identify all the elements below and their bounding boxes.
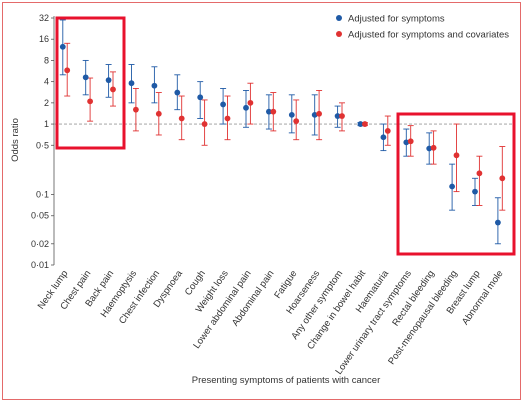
data-point (174, 89, 181, 96)
data-point (82, 74, 89, 81)
y-tick-label: 0·1 (36, 190, 49, 200)
data-point (430, 144, 437, 151)
data-point (128, 80, 135, 87)
data-point (426, 145, 433, 152)
data-point (453, 152, 460, 159)
highlight-boxes (55, 16, 516, 256)
y-tick-label: 8 (44, 55, 49, 65)
data-point (201, 121, 208, 127)
data-points (59, 43, 506, 226)
chart-frame (2, 2, 521, 400)
data-point (449, 183, 455, 190)
y-tick-label: 32 (39, 13, 49, 23)
y-tick-label: 0·01 (31, 260, 49, 270)
data-point (105, 77, 112, 84)
legend-marker (336, 15, 342, 21)
data-point (476, 170, 483, 177)
data-point (224, 115, 231, 122)
data-point (339, 113, 345, 119)
y-tick-label: 0·05 (31, 211, 49, 221)
y-tick-label: 0·5 (36, 140, 49, 150)
data-point (155, 110, 162, 117)
data-point (357, 121, 364, 127)
data-point (311, 111, 318, 118)
data-point (243, 104, 249, 111)
y-tick-label: 2 (44, 98, 49, 108)
legend: Adjusted for symptoms Adjusted for sympto… (336, 14, 509, 41)
data-point (87, 98, 93, 105)
data-point (178, 115, 185, 122)
data-point (499, 175, 506, 182)
legend-marker (336, 31, 342, 37)
left-highlight (55, 16, 126, 150)
data-point (362, 121, 368, 127)
data-point (247, 99, 254, 106)
right-highlight (396, 112, 516, 256)
y-tick-label: 4 (44, 77, 49, 87)
y-tick-label: 1 (44, 119, 49, 129)
data-point (110, 86, 116, 93)
data-point (197, 94, 204, 101)
data-point (59, 43, 66, 50)
legend-label: Adjusted for symptoms (348, 14, 445, 25)
data-point (380, 134, 387, 141)
data-point (407, 138, 414, 145)
data-point (495, 219, 501, 226)
axes: 32 16 8 4 2 1 0·5 0·1 0·05 0·02 0·01 (31, 13, 55, 270)
data-point (334, 113, 341, 119)
error-bars (59, 19, 506, 245)
legend-label: Adjusted for symptoms and covariates (348, 30, 509, 41)
data-point (403, 139, 410, 146)
data-point (220, 101, 227, 108)
data-point (266, 108, 272, 115)
data-point (472, 188, 478, 195)
data-point (151, 82, 158, 89)
data-point (288, 111, 295, 118)
y-tick-label: 16 (39, 34, 49, 44)
data-point (293, 118, 300, 125)
data-point (384, 127, 391, 134)
x-axis-title: Presenting symptoms of patients with can… (192, 375, 381, 386)
data-point (270, 108, 277, 115)
data-point (133, 106, 139, 113)
data-point (316, 110, 322, 117)
y-tick-label: 0·02 (31, 239, 49, 249)
data-point (64, 67, 71, 74)
y-axis-title: Odds ratio (10, 118, 21, 162)
